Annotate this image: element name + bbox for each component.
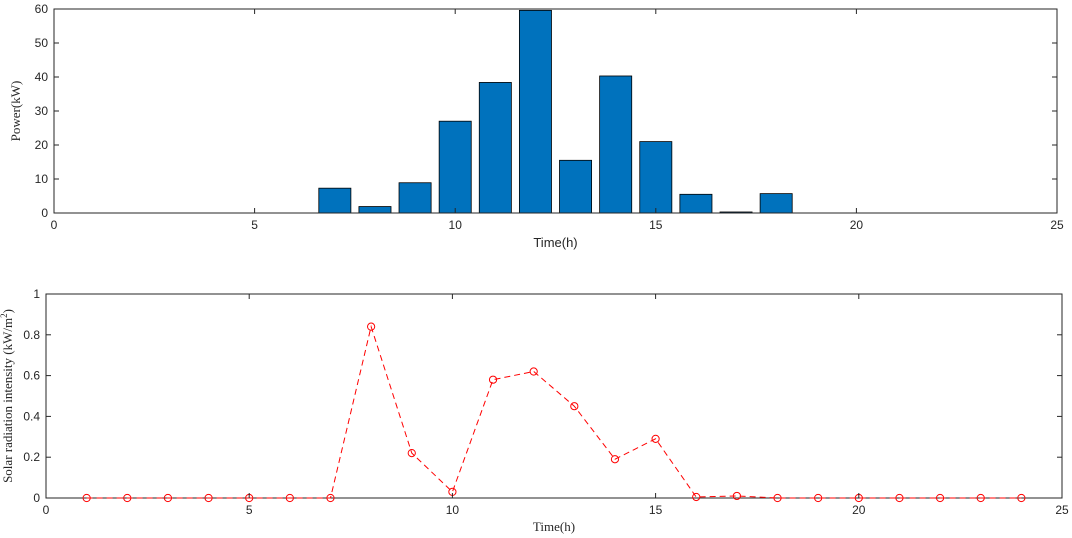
top-plot-frame — [53, 8, 1058, 214]
solar-radiation-point — [773, 493, 782, 503]
bottom-y-tick-label: 0.8 — [23, 328, 40, 342]
power-bar — [599, 75, 633, 214]
power-bar — [358, 206, 392, 214]
bottom-x-ticks: 0 5 10 15 20 25 — [43, 294, 1069, 517]
bottom-x-axis-label: Time(h) — [533, 519, 575, 534]
power-bar — [518, 9, 552, 214]
top-y-tick-label: 30 — [35, 104, 49, 118]
top-y-tick-label: 60 — [35, 2, 49, 16]
solar-radiation-point — [163, 493, 173, 503]
solar-radiation-point — [570, 402, 579, 411]
bottom-x-tick-label: 10 — [446, 503, 460, 517]
bottom-y-tick-label: 0.6 — [23, 369, 40, 383]
bottom-plot-frame — [45, 293, 1063, 499]
solar-radiation-point — [651, 434, 660, 443]
power-bar — [639, 141, 673, 214]
top-y-tick-label: 50 — [35, 36, 49, 50]
top-y-tick-label: 40 — [35, 70, 49, 84]
bottom-y-axis-label-superscript: 2 — [0, 313, 9, 318]
power-bar-chart: 0 5 10 15 20 25 0 10 20 30 40 50 60 Time(h) Power(k… — [8, 2, 1064, 250]
solar-radiation-point — [610, 455, 620, 464]
solar-radiation-point — [692, 492, 701, 502]
solar-radiation-point — [285, 493, 294, 503]
solar-radiation-point — [488, 375, 498, 384]
top-y-tick-label: 0 — [41, 206, 48, 220]
bottom-x-tick-label: 20 — [852, 503, 866, 517]
bottom-y-axis-label-main: Solar radiation intensity (kW/m — [0, 318, 15, 483]
bottom-x-tick-label: 0 — [43, 503, 50, 517]
power-bar — [759, 193, 793, 214]
solar-radiation-point — [367, 322, 376, 331]
power-bar — [318, 187, 352, 214]
solar-radiation-point — [732, 491, 741, 501]
solar-radiation-point — [1017, 493, 1026, 503]
power-bars — [318, 9, 793, 214]
solar-radiation-point — [123, 493, 132, 503]
top-x-tick-label: 25 — [1050, 218, 1064, 232]
solar-radiation-point — [814, 493, 823, 503]
power-bar — [679, 193, 713, 214]
bottom-y-tick-label: 0.4 — [23, 409, 40, 423]
top-y-tick-label: 10 — [35, 172, 49, 186]
solar-radiation-point — [204, 493, 213, 503]
bottom-y-tick-label: 0.2 — [23, 450, 40, 464]
solar-radiation-line — [86, 324, 1022, 499]
solar-radiation-point — [407, 449, 416, 458]
power-bar — [478, 82, 512, 214]
solar-radiation-point — [976, 493, 985, 503]
solar-radiation-point — [895, 493, 904, 503]
top-x-tick-label: 10 — [449, 218, 463, 232]
bottom-y-axis-label-close: ) — [0, 309, 15, 313]
bottom-y-tick-label: 0 — [33, 491, 40, 505]
solar-radiation-point — [529, 367, 538, 376]
power-bar — [398, 182, 432, 214]
bottom-y-ticks: 0 0.2 0.4 0.6 0.8 1 — [23, 287, 1062, 505]
solar-radiation-line-chart: 0 5 10 15 20 25 0 0.2 0.4 0.6 0.8 1 Time(h) Solar … — [0, 287, 1069, 534]
top-x-tick-label: 0 — [51, 218, 58, 232]
bottom-y-axis-label: Solar radiation intensity (kW/m2) — [0, 309, 15, 483]
top-x-tick-label: 20 — [850, 218, 864, 232]
solar-radiation-point — [326, 493, 335, 503]
top-plot-frame-overlay — [53, 8, 1058, 214]
bottom-x-tick-label: 15 — [649, 503, 663, 517]
power-bar — [559, 159, 593, 214]
top-x-axis-label: Time(h) — [533, 235, 577, 250]
bottom-x-tick-label: 25 — [1055, 503, 1069, 517]
power-bar — [438, 120, 472, 214]
top-x-tick-label: 5 — [251, 218, 258, 232]
top-y-tick-label: 20 — [35, 138, 49, 152]
bottom-x-tick-label: 5 — [246, 503, 253, 517]
solar-radiation-point — [935, 493, 945, 503]
top-y-axis-label: Power(kW) — [8, 81, 23, 142]
top-y-ticks: 0 10 20 30 40 50 60 — [35, 2, 1057, 220]
top-x-tick-label: 15 — [649, 218, 663, 232]
solar-radiation-point — [82, 493, 91, 503]
bottom-y-tick-label: 1 — [33, 287, 40, 301]
